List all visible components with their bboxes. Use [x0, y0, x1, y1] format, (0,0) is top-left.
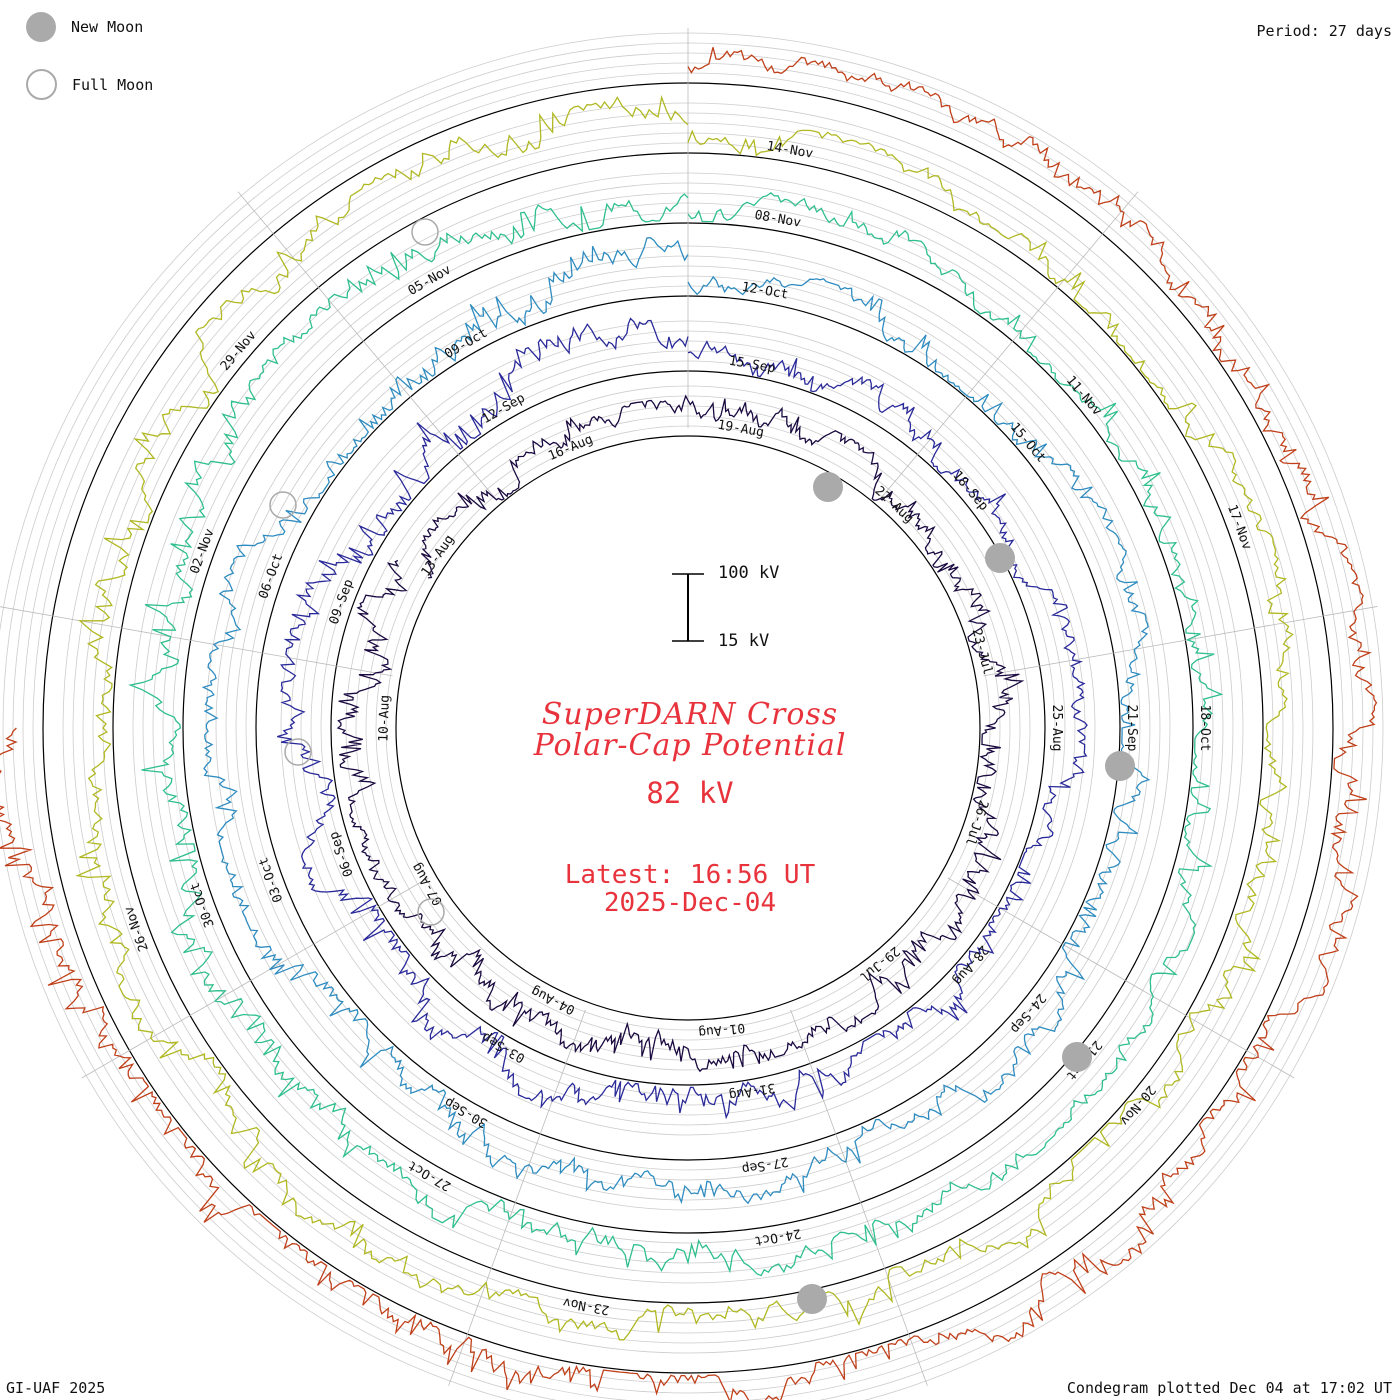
legend-full-moon: Full Moon: [26, 69, 153, 100]
full-moon-marker: [269, 491, 297, 519]
radial-line: [448, 1009, 586, 1386]
date-label: 06-Sep: [327, 829, 357, 878]
series-line-ring-5: [0, 47, 1378, 1400]
scale-bottom-label: 15 kV: [718, 631, 770, 651]
full-moon-icon: [26, 69, 57, 100]
scale-top-label: 100 kV: [718, 563, 780, 583]
series-line-ring-4: [75, 94, 1294, 1341]
new-moon-marker: [1062, 1042, 1092, 1072]
date-label: 23-Jul: [969, 627, 995, 676]
date-label: 17-Nov: [1224, 503, 1254, 552]
date-label: 25-Aug: [1049, 705, 1064, 752]
ring-baseline: [395, 435, 981, 1021]
full-moon-marker: [417, 898, 445, 926]
radial-line: [880, 191, 1139, 499]
credit-label: GI-UAF 2025: [6, 1379, 106, 1397]
series-line-ring-1: [277, 317, 1088, 1120]
period-label: Period: 27 days: [1256, 22, 1392, 40]
new-moon-label: New Moon: [71, 18, 144, 36]
new-moon-marker: [1105, 751, 1135, 781]
chart-title-line2: Polar-Cap Potential: [533, 728, 847, 763]
new-moon-icon: [26, 12, 56, 42]
current-value: 82 kV: [646, 776, 734, 810]
date-label: 10-Aug: [376, 695, 392, 742]
date-label: 02-Nov: [188, 527, 218, 576]
date-label: 18-Oct: [1197, 705, 1212, 752]
radial-line: [0, 606, 393, 677]
date-label: 14-Nov: [765, 139, 814, 162]
date-label: 26-Nov: [122, 904, 152, 953]
chart-title-line1: SuperDARN Cross: [541, 697, 839, 732]
series-line-ring-0: [336, 394, 1025, 1073]
radial-line: [947, 877, 1295, 1079]
full-moon-label: Full Moon: [72, 75, 154, 94]
radial-line: [237, 191, 496, 499]
plotted-label: Condegram plotted Dec 04 at 17:02 UT: [1066, 1379, 1392, 1397]
latest-date: 2025-Dec-04: [603, 888, 777, 918]
latest-time: Latest: 16:56 UT: [564, 860, 816, 890]
new-moon-marker: [985, 543, 1015, 573]
date-label: 21-Sep: [1124, 705, 1139, 752]
date-label: 23-Nov: [562, 1294, 611, 1317]
radial-line: [983, 606, 1378, 677]
date-label: 03-Oct: [256, 855, 286, 904]
date-label: 09-Sep: [327, 577, 357, 626]
date-label: 08-Nov: [753, 208, 802, 231]
new-moon-marker: [797, 1284, 827, 1314]
date-label: 12-Oct: [741, 280, 790, 303]
radial-line: [790, 1009, 928, 1386]
date-label: 27-Sep: [740, 1153, 789, 1176]
full-moon-marker: [284, 738, 312, 766]
full-moon-marker: [411, 218, 439, 246]
series-line-ring-2: [201, 237, 1151, 1205]
date-label: 31-Aug: [728, 1079, 777, 1102]
legend-new-moon: New Moon: [26, 12, 143, 42]
date-label: 16-Aug: [546, 432, 595, 464]
date-label: 24-Oct: [753, 1225, 802, 1248]
date-label: 06-Oct: [256, 552, 286, 601]
new-moon-marker: [813, 472, 843, 502]
date-label: 01-Aug: [697, 1020, 745, 1040]
series-line-ring-3: [128, 191, 1224, 1277]
